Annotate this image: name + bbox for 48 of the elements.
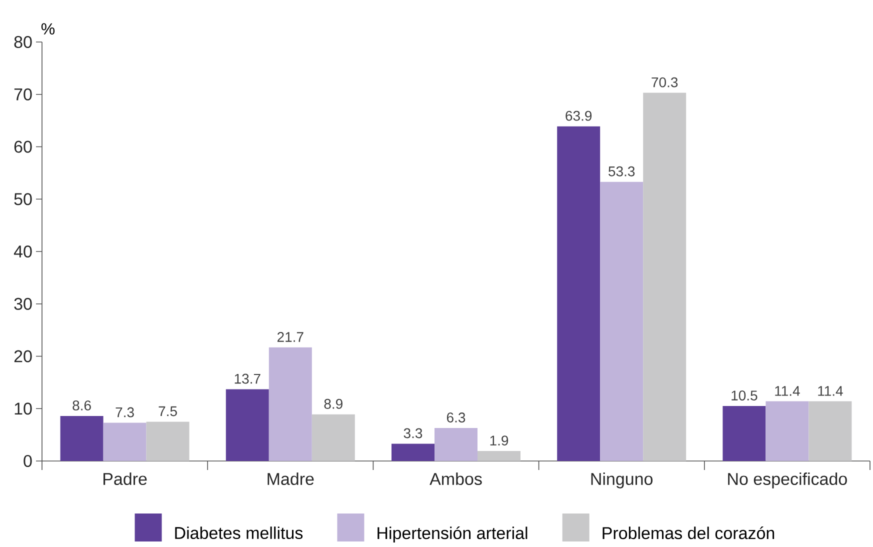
data-label: 63.9: [566, 110, 592, 121]
y-axis-title: %: [41, 23, 55, 34]
x-tick-label: Madre: [268, 472, 314, 486]
bar: [268, 347, 312, 461]
x-tick-label: Padre: [104, 472, 147, 486]
legend-label: Diabetes mellitus: [175, 526, 303, 540]
bar: [766, 401, 809, 461]
y-tick-label: 70: [14, 88, 32, 100]
bar: [434, 428, 478, 461]
bar: [643, 92, 686, 461]
x-tick-label: Ninguno: [591, 472, 653, 488]
bar: [146, 422, 190, 461]
data-label: 10.5: [732, 390, 758, 400]
data-label: 70.3: [652, 77, 678, 88]
y-tick-label: 20: [14, 350, 32, 362]
y-tick-label: 30: [14, 298, 32, 310]
x-tick-label: Ambos: [430, 472, 482, 486]
data-label: 3.3: [404, 428, 422, 438]
data-label: 53.3: [608, 166, 635, 176]
data-label: 7.5: [158, 406, 177, 416]
bar: [226, 389, 269, 461]
legend-label: Hipertensión arterial: [378, 526, 528, 543]
bar: [600, 182, 644, 461]
data-label: 21.7: [277, 332, 304, 342]
data-label: 6.3: [446, 412, 466, 422]
bar: [722, 406, 766, 461]
bar: [808, 401, 852, 461]
data-label: 1.9: [490, 436, 508, 446]
y-tick-label: 40: [14, 245, 32, 258]
bar: [557, 126, 600, 461]
data-label: 8.9: [324, 398, 342, 409]
y-tick-label: 0: [24, 454, 32, 468]
bar: [60, 416, 104, 461]
bar: [312, 414, 355, 461]
data-label: 13.7: [234, 374, 260, 384]
bar: [478, 451, 520, 461]
bar: [392, 444, 434, 461]
y-tick-label: 10: [14, 402, 32, 415]
data-label: 8.6: [72, 400, 91, 410]
data-label: 7.3: [116, 407, 134, 418]
legend-label: Problemas del corazón: [602, 526, 774, 540]
x-tick-label: No especificado: [728, 472, 847, 488]
data-label: 11.4: [818, 386, 843, 396]
y-tick-label: 80: [14, 36, 32, 48]
y-tick-label: 60: [14, 140, 32, 153]
data-label: 11.4: [775, 386, 800, 396]
bar: [103, 422, 146, 461]
y-tick-label: 50: [14, 193, 32, 206]
